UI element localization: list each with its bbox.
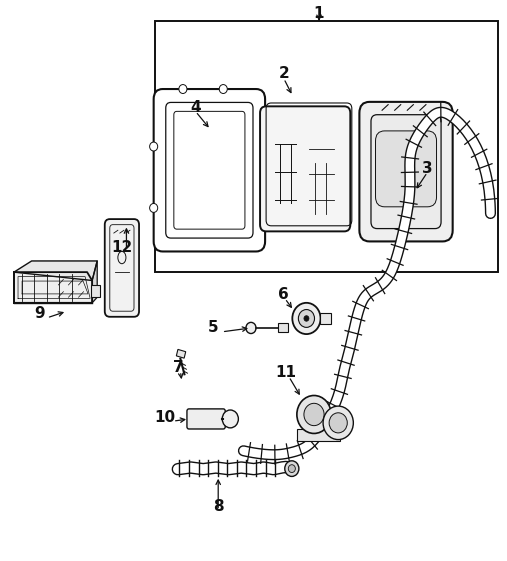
Circle shape <box>150 204 158 213</box>
Circle shape <box>304 403 324 426</box>
Circle shape <box>323 406 353 440</box>
Circle shape <box>329 413 347 433</box>
Text: 6: 6 <box>278 287 289 302</box>
FancyBboxPatch shape <box>359 102 453 241</box>
Bar <box>319 313 331 324</box>
Bar <box>176 350 186 358</box>
Circle shape <box>288 465 296 472</box>
Circle shape <box>246 323 256 334</box>
Text: 9: 9 <box>34 306 45 321</box>
Circle shape <box>179 85 187 94</box>
Text: 5: 5 <box>208 320 219 335</box>
Circle shape <box>299 310 314 328</box>
Text: 12: 12 <box>112 240 133 255</box>
Bar <box>278 324 288 333</box>
Text: 7: 7 <box>172 360 183 375</box>
Text: 4: 4 <box>190 100 201 115</box>
FancyBboxPatch shape <box>154 89 265 251</box>
Bar <box>155 21 498 272</box>
Bar <box>91 285 100 297</box>
Polygon shape <box>14 272 92 303</box>
Circle shape <box>304 316 309 321</box>
FancyBboxPatch shape <box>187 409 225 429</box>
Circle shape <box>293 303 320 334</box>
Text: 3: 3 <box>422 162 433 176</box>
Text: 2: 2 <box>278 66 289 81</box>
Circle shape <box>285 461 299 476</box>
Polygon shape <box>14 261 97 280</box>
Circle shape <box>222 410 238 428</box>
Text: 10: 10 <box>155 410 176 425</box>
FancyBboxPatch shape <box>166 103 253 238</box>
FancyBboxPatch shape <box>174 112 245 229</box>
Polygon shape <box>92 261 97 303</box>
FancyBboxPatch shape <box>105 219 139 317</box>
Bar <box>297 429 340 442</box>
FancyBboxPatch shape <box>376 131 437 207</box>
Text: 1: 1 <box>314 6 324 21</box>
FancyBboxPatch shape <box>260 107 350 231</box>
Circle shape <box>297 396 331 434</box>
Circle shape <box>219 85 227 94</box>
FancyBboxPatch shape <box>371 114 441 228</box>
Text: 8: 8 <box>213 499 224 514</box>
Text: 11: 11 <box>276 365 297 380</box>
Circle shape <box>150 142 158 151</box>
